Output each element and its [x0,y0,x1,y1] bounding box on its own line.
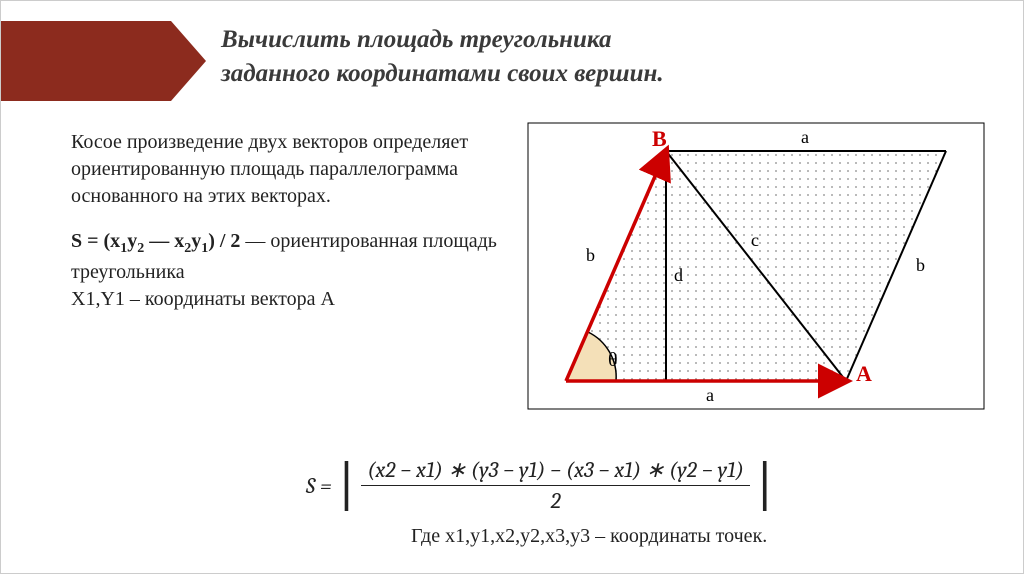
label-b-left: b [586,245,595,265]
numerator: (x2 − x1) ∗ (y3 − y1) − (x3 − x1) ∗ (y2 … [361,457,750,486]
body-text: Косое произведение двух векторов определ… [71,129,501,313]
coords-line: X1,Y1 – координаты вектора A [71,288,335,310]
title-line1: Вычислить площадь треугольника [221,26,611,53]
label-a-bot: a [706,385,714,405]
label-theta: θ [608,349,618,371]
formula-lhs: S = [306,473,332,499]
label-c: c [751,230,759,250]
title-line2: заданного координатами своих вершин. [221,60,664,87]
paragraph-2: S = (x1y2 — x2y1) / 2 — ориентированная … [71,228,501,313]
label-B: B [652,126,667,151]
fraction: (x2 − x1) ∗ (y3 − y1) − (x3 − x1) ∗ (y2 … [361,457,750,514]
label-b-right: b [916,255,925,275]
where-line: Где x1,y1,x2,y2,x3,y3 – координаты точек… [411,525,767,548]
label-A: A [856,361,872,386]
geometry-diagram: B A a a b b c d θ [526,121,986,411]
slide-title: Вычислить площадь треугольника заданного… [221,23,1001,91]
abs-bar-left: | [338,460,356,510]
header-accent [1,21,206,101]
label-a-top: a [801,127,809,147]
paragraph-1: Косое произведение двух векторов определ… [71,129,501,210]
label-d: d [674,265,683,285]
denominator: 2 [551,486,561,514]
abs-bar-right: | [756,460,774,510]
main-formula: S = | (x2 − x1) ∗ (y3 − y1) − (x3 − x1) … [306,457,1006,514]
